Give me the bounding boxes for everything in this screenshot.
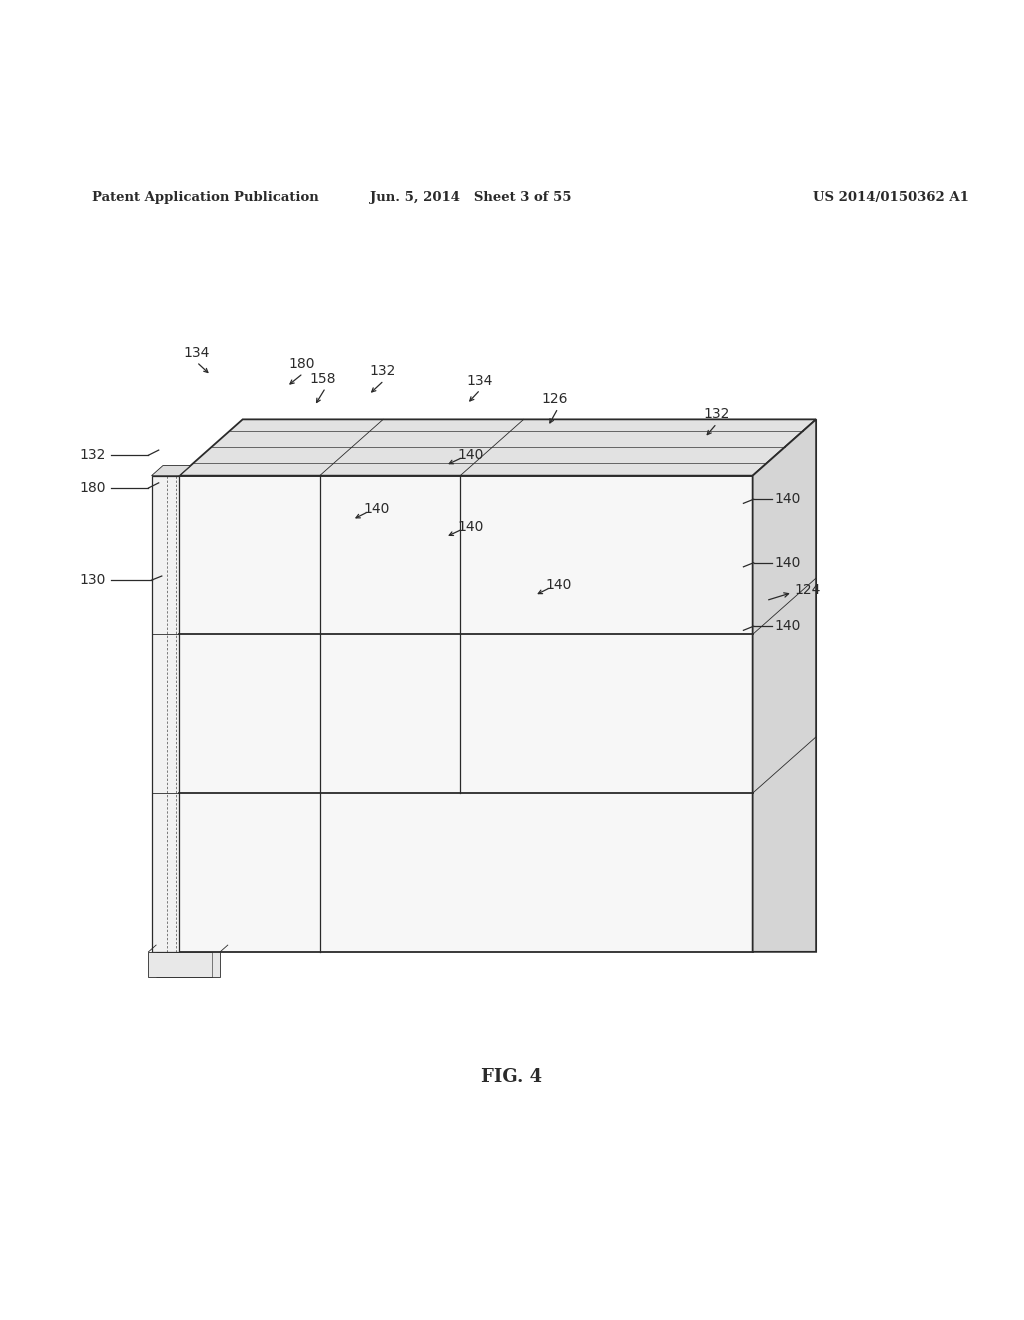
Text: 124: 124 — [795, 583, 821, 598]
Text: 132: 132 — [370, 364, 396, 379]
Polygon shape — [179, 475, 753, 952]
Polygon shape — [152, 466, 190, 475]
Text: 134: 134 — [466, 374, 493, 388]
Text: 140: 140 — [458, 520, 484, 533]
Text: 140: 140 — [774, 619, 801, 634]
Text: 132: 132 — [79, 449, 105, 462]
Polygon shape — [148, 952, 220, 977]
Polygon shape — [152, 475, 179, 952]
Text: 180: 180 — [289, 358, 315, 371]
Text: 140: 140 — [774, 556, 801, 570]
Text: 140: 140 — [458, 449, 484, 462]
Text: US 2014/0150362 A1: US 2014/0150362 A1 — [813, 190, 969, 203]
Polygon shape — [179, 420, 816, 475]
Text: 140: 140 — [546, 578, 572, 593]
Text: 180: 180 — [79, 480, 105, 495]
Text: 134: 134 — [183, 346, 210, 360]
Text: 132: 132 — [703, 408, 730, 421]
Polygon shape — [753, 420, 816, 952]
Text: 140: 140 — [364, 503, 390, 516]
Text: FIG. 4: FIG. 4 — [481, 1068, 543, 1086]
Text: 158: 158 — [309, 371, 336, 385]
Text: 126: 126 — [542, 392, 568, 407]
Text: Jun. 5, 2014   Sheet 3 of 55: Jun. 5, 2014 Sheet 3 of 55 — [371, 190, 571, 203]
Text: 140: 140 — [774, 492, 801, 507]
Text: Patent Application Publication: Patent Application Publication — [92, 190, 318, 203]
Text: 130: 130 — [79, 573, 105, 587]
